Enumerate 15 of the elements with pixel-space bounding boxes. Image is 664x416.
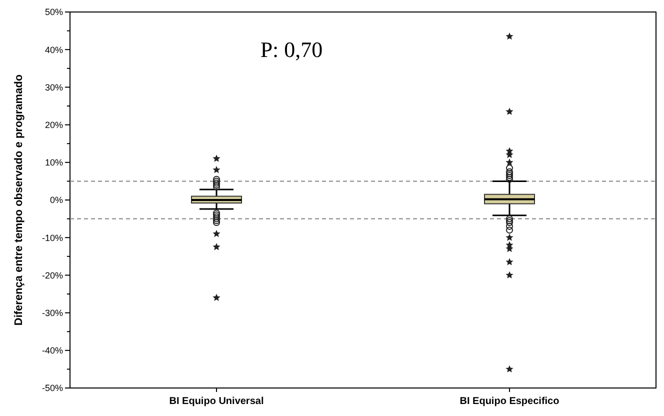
y-tick-label: -40% <box>42 346 63 356</box>
x-tick-label: BI Equipo Universal <box>169 396 264 407</box>
y-tick-label: -30% <box>42 308 63 318</box>
y-tick-label: -10% <box>42 232 63 243</box>
y-tick-label: -50% <box>42 383 63 394</box>
y-axis-title: Diferença entre tempo observado e programado <box>13 74 25 326</box>
y-tick-label: -20% <box>42 270 63 280</box>
y-tick-label: 0% <box>50 195 63 206</box>
annotation: P: 0,70 <box>260 37 323 62</box>
y-tick-label: 10% <box>44 158 63 168</box>
y-tick-label: 50% <box>44 7 63 18</box>
y-tick-label: 30% <box>44 82 63 92</box>
y-tick-label: 20% <box>44 120 63 130</box>
x-tick-label: BI Equipo Especifico <box>460 396 560 407</box>
y-tick-label: 40% <box>44 44 63 55</box>
